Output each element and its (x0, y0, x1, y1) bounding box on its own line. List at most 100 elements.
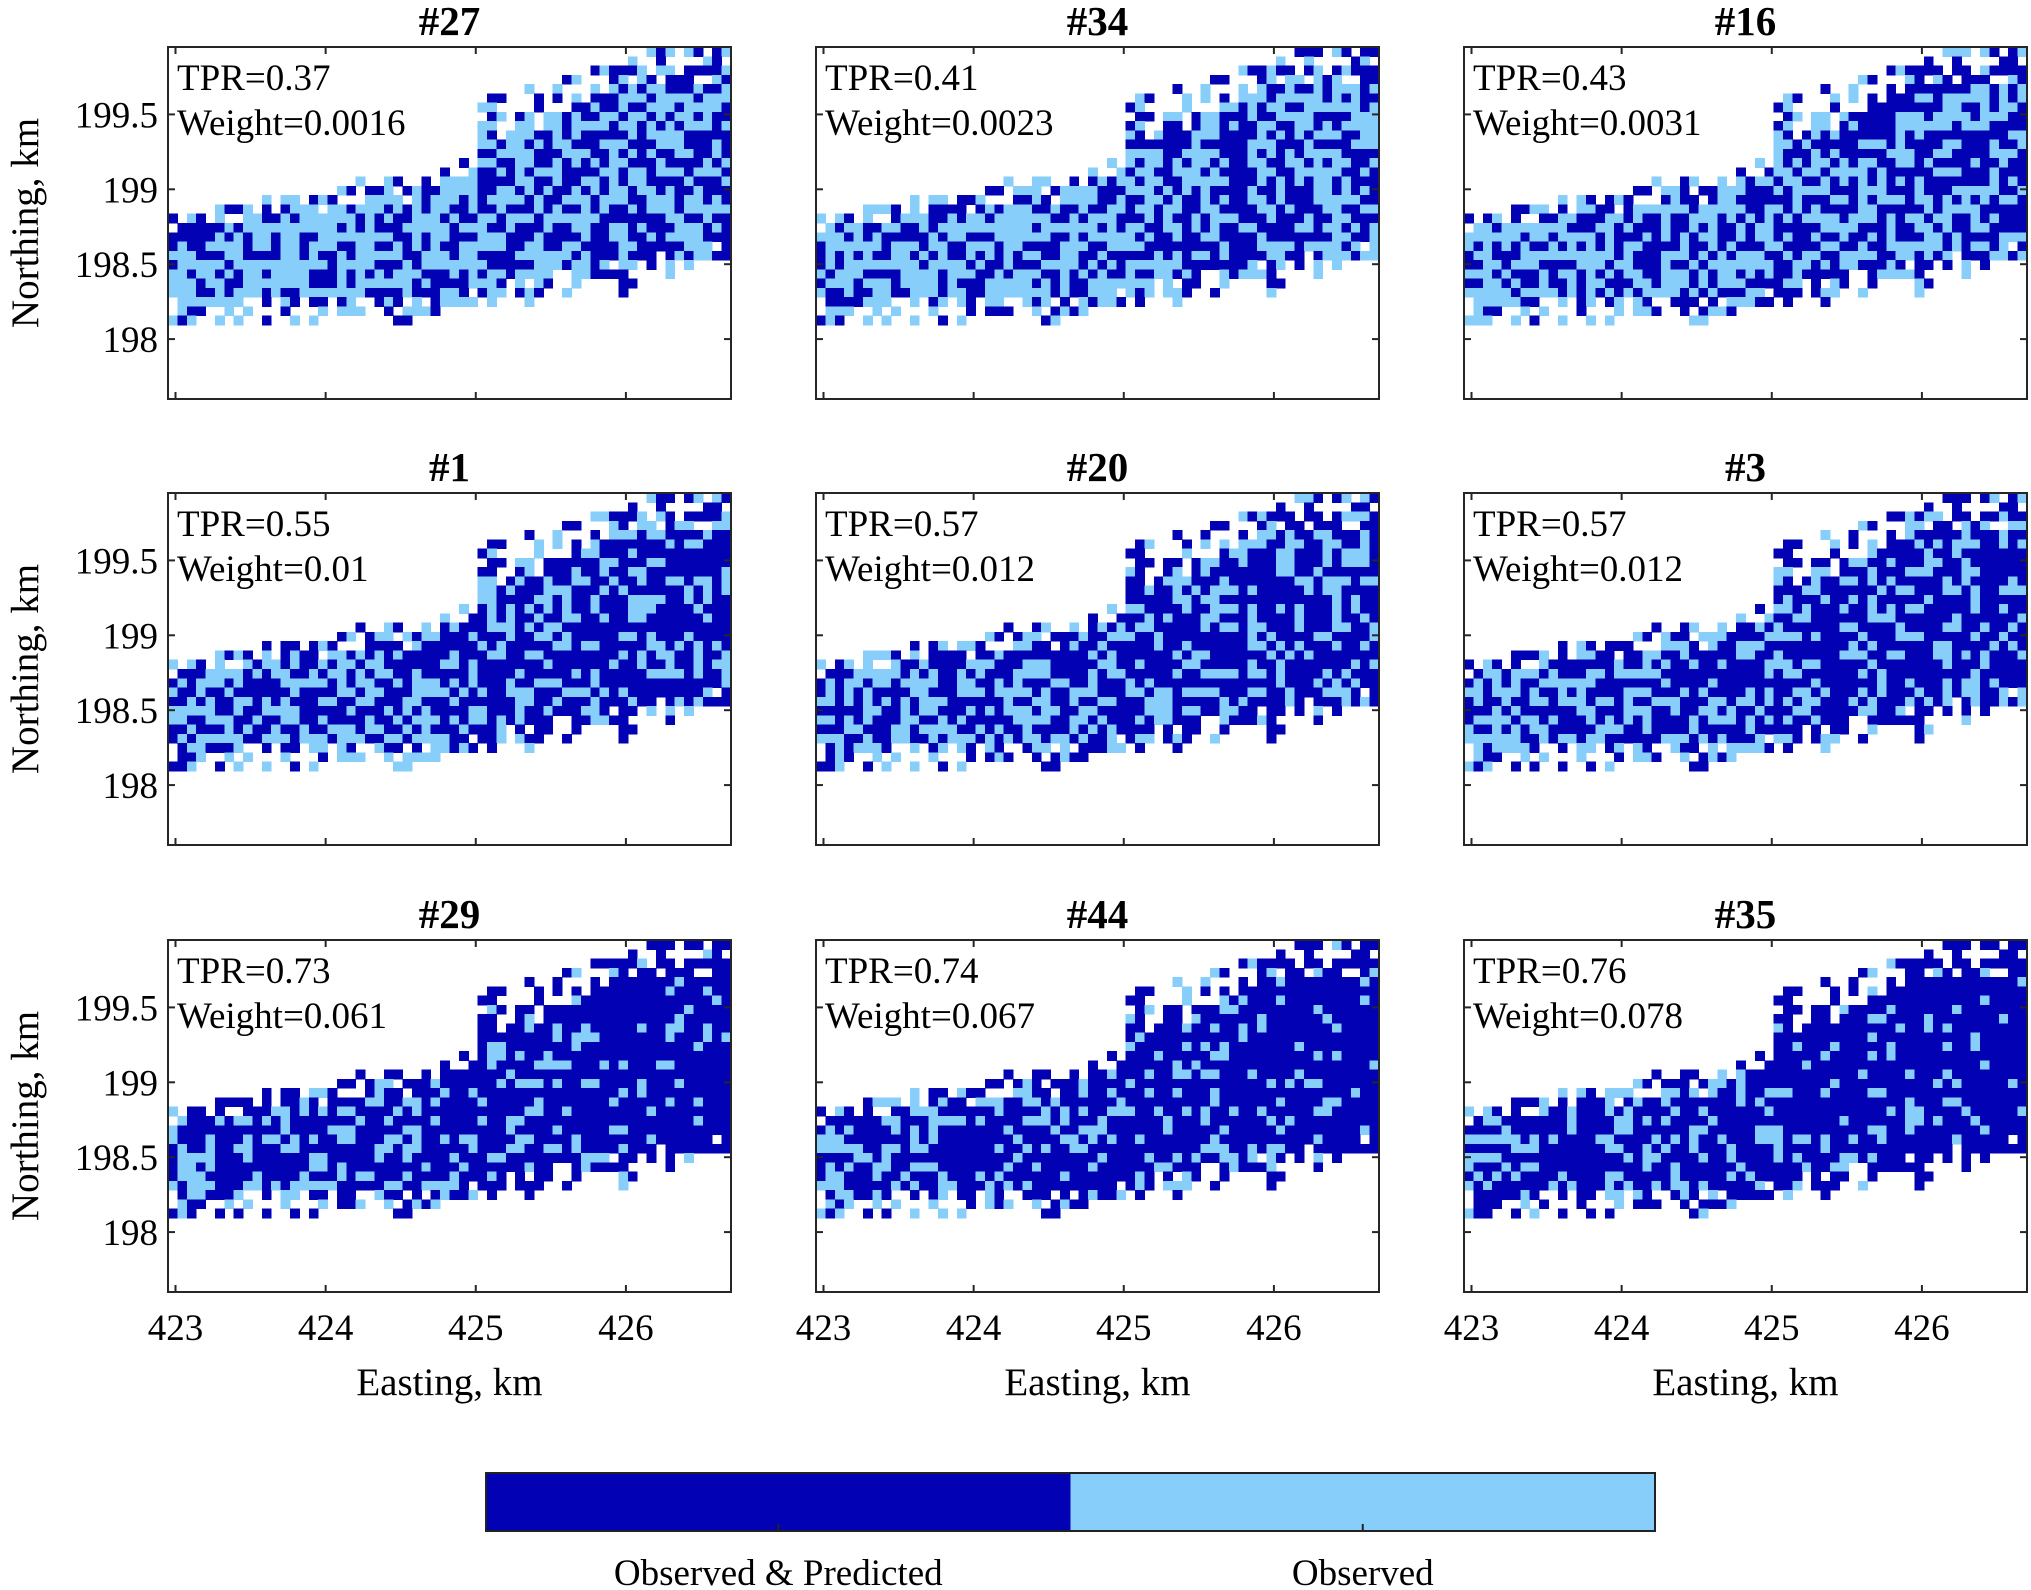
cell-observed (477, 130, 488, 141)
cell-observed (2017, 130, 2028, 141)
cell-observed (693, 250, 704, 261)
cell-observed-predicted (1886, 84, 1897, 94)
cell-observed (1257, 669, 1267, 679)
cell-observed-predicted (468, 696, 479, 707)
cell-observed (1078, 733, 1089, 744)
cell-observed-predicted (1642, 185, 1653, 196)
cell-observed (1961, 185, 1972, 196)
cell-observed-predicted (1228, 576, 1239, 587)
cell-observed (440, 185, 450, 196)
cell-observed-predicted (1369, 650, 1380, 661)
cell-observed-predicted (205, 724, 216, 735)
cell-observed (1923, 158, 1934, 168)
cell-observed-predicted (646, 539, 657, 550)
cell-observed-predicted (1632, 232, 1643, 243)
cell-observed (1717, 176, 1728, 187)
cell-observed (233, 761, 244, 772)
cell-observed-predicted (590, 659, 601, 670)
cell-observed (1059, 287, 1070, 298)
cell-observed (2008, 195, 2019, 205)
cell-observed (1632, 241, 1643, 252)
cell-observed (1257, 511, 1267, 522)
cell-observed-predicted (844, 669, 855, 679)
cell-observed-predicted (1313, 622, 1324, 633)
cell-observed-predicted (1848, 148, 1859, 159)
cell-observed (1041, 223, 1052, 233)
cell-observed-predicted (1163, 121, 1174, 131)
cell-observed-predicted (402, 715, 413, 726)
cell-observed-predicted (505, 158, 516, 168)
cell-observed (186, 743, 197, 753)
cell-observed (1238, 269, 1249, 280)
cell-observed-predicted (881, 706, 892, 716)
cell-observed (693, 641, 704, 651)
cell-observed-predicted (665, 631, 676, 642)
cell-observed (712, 223, 723, 233)
cell-observed-predicted (1050, 650, 1061, 661)
cell-observed-predicted (994, 185, 1005, 196)
cell-observed (1097, 269, 1108, 280)
cell-observed (637, 650, 648, 661)
cell-observed-predicted (1510, 287, 1521, 298)
cell-observed-predicted (1811, 269, 1822, 280)
cell-observed (1294, 622, 1305, 633)
cell-observed (646, 130, 657, 141)
cell-observed-predicted (261, 743, 272, 753)
cell-observed-predicted (862, 223, 873, 233)
cell-observed (468, 631, 479, 642)
cell-observed-predicted (1820, 84, 1831, 94)
cell-observed-predicted (580, 241, 591, 252)
cell-observed (1219, 158, 1230, 168)
cell-observed (1773, 185, 1784, 196)
cell-observed (655, 167, 666, 178)
cell-observed-predicted (1228, 130, 1239, 141)
cell-observed (477, 594, 488, 605)
cell-observed (1200, 111, 1211, 122)
cell-observed-predicted (1078, 213, 1089, 224)
cell-observed (816, 696, 826, 707)
cell-observed-predicted (1350, 176, 1361, 187)
cell-observed (1350, 111, 1361, 122)
cell-observed (1858, 158, 1868, 168)
cell-observed-predicted (1275, 631, 1286, 642)
cell-observed-predicted (1125, 669, 1136, 679)
cell-observed (1303, 241, 1314, 252)
cell-observed (665, 669, 676, 679)
cell-observed-predicted (280, 650, 291, 661)
cell-observed (947, 269, 958, 280)
cell-observed-predicted (1125, 585, 1136, 596)
cell-observed-predicted (900, 232, 911, 243)
cell-observed (1228, 669, 1239, 679)
cell-observed (1303, 148, 1314, 159)
cell-observed (1144, 232, 1155, 243)
cell-observed (1050, 260, 1061, 270)
cell-observed (1059, 752, 1070, 763)
cell-observed-predicted (1059, 213, 1070, 224)
cell-observed-predicted (1942, 232, 1953, 243)
cell-observed-predicted (693, 567, 704, 577)
cell-observed-predicted (900, 223, 911, 233)
cell-observed-predicted (1059, 297, 1070, 307)
cell-observed (477, 687, 488, 698)
cell-observed (862, 669, 873, 679)
cell-observed-predicted (816, 724, 826, 735)
cell-observed (327, 204, 338, 215)
cell-observed (318, 213, 329, 224)
cell-observed-predicted (449, 743, 460, 753)
panel-title: #16 (1715, 0, 1777, 44)
cell-observed (346, 287, 357, 298)
cell-observed (355, 241, 366, 252)
cell-observed-predicted (1257, 223, 1267, 233)
cell-observed (665, 121, 676, 131)
cell-observed (919, 724, 930, 735)
cell-observed (552, 111, 563, 122)
cell-observed-predicted (2008, 65, 2019, 76)
cell-observed (862, 743, 873, 753)
cell-observed (834, 278, 845, 289)
cell-observed-predicted (430, 724, 441, 735)
cell-observed-predicted (609, 622, 619, 633)
cell-observed-predicted (449, 724, 460, 735)
cell-observed-predicted (637, 158, 648, 168)
cell-observed-predicted (1238, 594, 1249, 605)
cell-observed-predicted (1003, 306, 1014, 317)
